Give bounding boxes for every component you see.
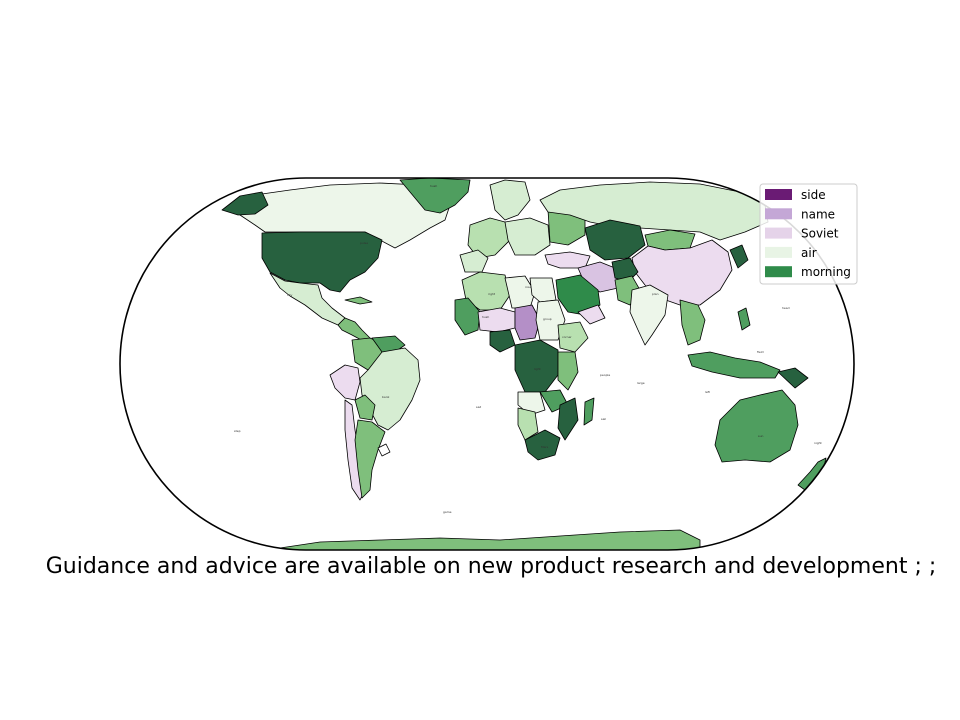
- map-caption: Guidance and advice are available on new…: [46, 554, 937, 579]
- region-label: light: [534, 367, 541, 371]
- region-namibia: [517, 407, 539, 441]
- region-antarctica: [279, 529, 701, 550]
- region-label: night: [814, 441, 823, 445]
- region-east-africa: [557, 351, 579, 391]
- region-ethiopia: [557, 321, 589, 353]
- region-label: plan: [652, 292, 659, 296]
- region-label: pulse: [360, 241, 368, 245]
- region-chad: [514, 304, 541, 341]
- legend-label-name: name: [801, 207, 835, 221]
- region-label: city: [287, 293, 293, 297]
- region-new-guinea: [777, 367, 809, 389]
- region-russia: [539, 181, 769, 241]
- region-philippines: [737, 307, 751, 331]
- region-label: rose: [525, 285, 532, 289]
- legend-label-soviet: Soviet: [801, 227, 839, 241]
- region-madagascar: [583, 397, 595, 426]
- region-turkey: [544, 251, 591, 269]
- legend-swatch-side: [765, 189, 792, 200]
- region-label: large: [637, 381, 645, 385]
- region-label: field: [757, 350, 764, 354]
- region-labels: hush pulse city right rose hush corner g…: [234, 184, 823, 514]
- region-argentina: [354, 419, 386, 499]
- region-caribbean: [344, 296, 373, 305]
- region-brazil: [359, 347, 421, 431]
- legend-swatch-air: [765, 246, 792, 258]
- region-peru: [329, 364, 361, 401]
- region-indonesia: [687, 351, 781, 379]
- region-india: [629, 284, 669, 346]
- legend-label-morning: morning: [801, 265, 851, 279]
- region-south-africa: [524, 429, 561, 461]
- region-label: sun: [758, 434, 763, 438]
- region-label: head: [782, 306, 790, 310]
- region-label: step: [234, 429, 241, 433]
- region-alaska: [221, 191, 269, 216]
- region-label: sail: [601, 417, 606, 421]
- legend-swatch-morning: [765, 266, 792, 278]
- region-southeast-asia: [679, 299, 706, 346]
- region-label: corner: [562, 335, 572, 339]
- region-canada: [231, 182, 451, 249]
- region-western-europe: [467, 217, 511, 259]
- region-label: Mars: [541, 445, 549, 449]
- region-australia: [714, 389, 799, 463]
- region-united-states: [261, 231, 383, 293]
- region-label: right: [488, 292, 496, 296]
- region-sudan: [535, 299, 566, 341]
- region-uruguay: [377, 443, 391, 457]
- region-label: left: [705, 390, 711, 394]
- legend-swatch-name: [765, 208, 792, 220]
- region-label: hush: [482, 315, 489, 319]
- region-mozambique: [557, 397, 579, 441]
- region-label: people: [600, 373, 610, 377]
- legend: side name Soviet air morning: [759, 183, 858, 285]
- region-west-africa: [454, 297, 481, 336]
- region-libya: [504, 275, 536, 309]
- region-label: hush: [430, 184, 437, 188]
- region-label: game: [443, 510, 452, 514]
- region-central-europe: [504, 217, 551, 256]
- legend-swatch-soviet: [765, 227, 792, 239]
- region-bolivia: [354, 394, 376, 421]
- region-niger: [477, 307, 516, 333]
- legend-label-side: side: [801, 188, 826, 202]
- region-label: bank: [382, 395, 390, 399]
- region-label: sad: [476, 405, 481, 409]
- countries-layer: [221, 178, 827, 550]
- legend-label-air: air: [801, 246, 817, 260]
- region-central-africa: [514, 339, 559, 393]
- region-kazakhstan: [584, 219, 646, 261]
- region-iberia: [459, 249, 489, 273]
- region-nigeria: [489, 329, 516, 353]
- region-korea-japan: [729, 244, 749, 269]
- region-yemen-oman: [577, 304, 606, 325]
- region-label: group: [543, 317, 552, 321]
- region-scandinavia: [489, 179, 531, 221]
